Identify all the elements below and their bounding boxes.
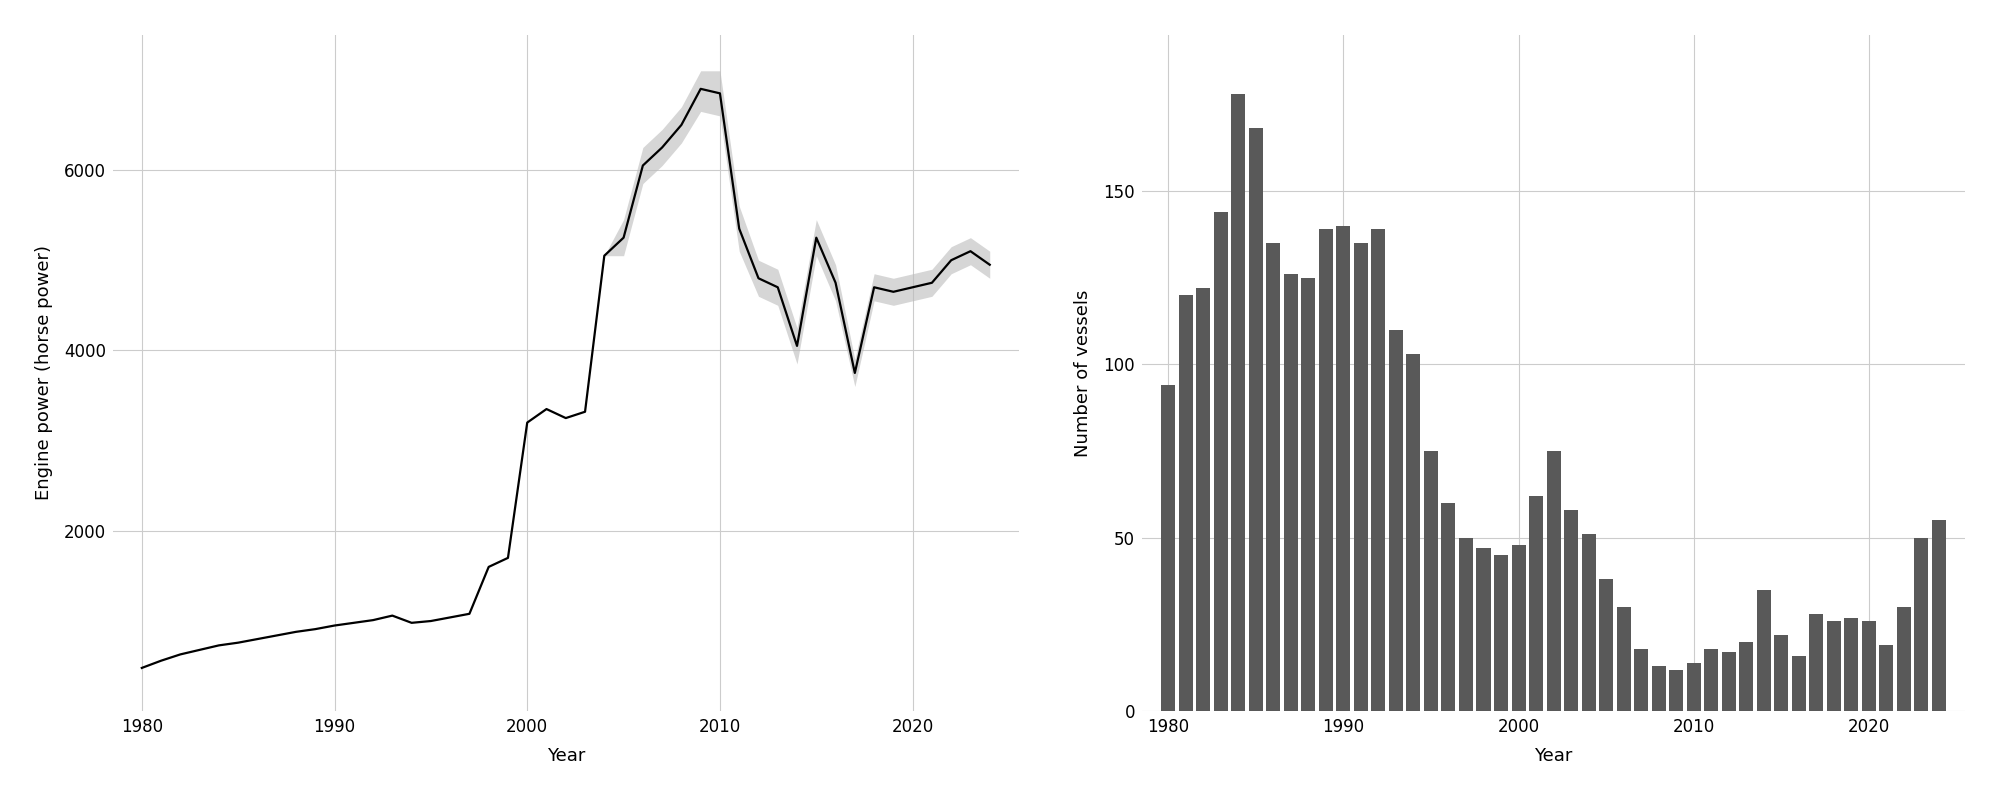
Bar <box>1932 521 1946 711</box>
Bar <box>1406 354 1420 711</box>
Bar <box>1372 229 1386 711</box>
Bar <box>1530 496 1544 711</box>
Bar <box>1564 510 1578 711</box>
Bar <box>1652 666 1666 711</box>
Bar <box>1266 243 1280 711</box>
Bar <box>1458 538 1472 711</box>
Bar <box>1442 503 1456 711</box>
Bar <box>1740 642 1754 711</box>
Bar <box>1232 94 1246 711</box>
Bar <box>1494 555 1508 711</box>
Bar <box>1880 646 1894 711</box>
Bar <box>1214 212 1228 711</box>
Bar <box>1634 649 1648 711</box>
Bar <box>1336 226 1350 711</box>
Y-axis label: Number of vessels: Number of vessels <box>1074 290 1092 457</box>
Bar <box>1704 649 1718 711</box>
Bar <box>1722 652 1736 711</box>
Bar <box>1582 534 1596 711</box>
Bar <box>1388 330 1402 711</box>
Bar <box>1178 295 1192 711</box>
Bar <box>1248 128 1262 711</box>
Bar <box>1756 590 1770 711</box>
Bar <box>1826 621 1840 711</box>
Bar <box>1616 607 1630 711</box>
Bar <box>1600 579 1614 711</box>
X-axis label: Year: Year <box>1534 747 1572 766</box>
Bar <box>1792 656 1806 711</box>
Bar <box>1896 607 1910 711</box>
Bar <box>1914 538 1928 711</box>
Bar <box>1196 288 1210 711</box>
Bar <box>1512 545 1526 711</box>
Bar <box>1774 635 1788 711</box>
Bar <box>1810 614 1824 711</box>
Bar <box>1862 621 1876 711</box>
Bar <box>1284 274 1298 711</box>
Bar <box>1302 278 1316 711</box>
Bar <box>1476 548 1490 711</box>
Bar <box>1162 385 1176 711</box>
Bar <box>1318 229 1332 711</box>
Bar <box>1546 451 1560 711</box>
Bar <box>1424 451 1438 711</box>
Y-axis label: Engine power (horse power): Engine power (horse power) <box>34 246 52 501</box>
Bar <box>1844 618 1858 711</box>
X-axis label: Year: Year <box>546 747 584 766</box>
Bar <box>1686 662 1700 711</box>
Bar <box>1354 243 1368 711</box>
Bar <box>1670 670 1684 711</box>
